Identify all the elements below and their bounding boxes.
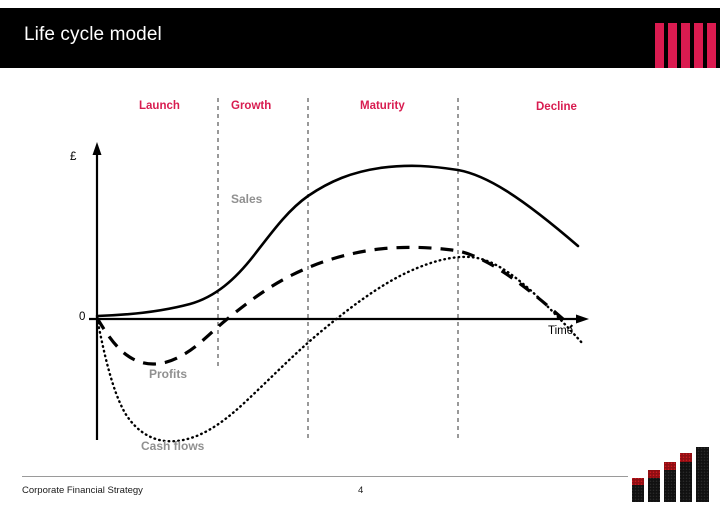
phase-label-growth: Growth [231, 100, 272, 112]
footer-divider [22, 476, 698, 477]
series-curve-profits [95, 245, 574, 366]
phase-label-maturity: Maturity [360, 100, 405, 112]
header-stripe [655, 23, 664, 68]
header-stripe [681, 23, 690, 68]
header-stripes-decoration [644, 23, 720, 68]
y-axis-arrowhead [92, 142, 102, 155]
ascending-bar-people-graphic [628, 444, 720, 506]
y-axis [92, 142, 102, 440]
x-axis-title-label: Time [548, 325, 574, 337]
x-axis-arrowhead [576, 314, 589, 324]
series-label-sales: Sales [231, 192, 263, 206]
series-curve-sales [95, 164, 580, 318]
page-title: Life cycle model [24, 24, 162, 45]
life-cycle-chart: Launch Growth Maturity Decline Sales Pro… [0, 68, 720, 458]
phase-divider-lines [217, 98, 459, 438]
header-stripe [668, 23, 677, 68]
footer-page-number: 4 [358, 485, 364, 496]
header-stripe [694, 23, 703, 68]
x-axis [89, 314, 589, 324]
series-curve-cash-flows [95, 255, 585, 443]
series-label-profits: Profits [149, 367, 188, 381]
chart-canvas [89, 98, 589, 443]
header-stripe [707, 23, 716, 68]
series-label-cash-flows: Cash flows [141, 439, 205, 453]
slide-header-bar: Life cycle model [0, 8, 720, 68]
origin-zero-label: 0 [79, 311, 86, 323]
y-axis-unit-label: £ [70, 151, 77, 163]
footer-course-title: Corporate Financial Strategy [22, 485, 143, 496]
phase-label-decline: Decline [536, 101, 577, 113]
phase-label-launch: Launch [139, 100, 180, 112]
